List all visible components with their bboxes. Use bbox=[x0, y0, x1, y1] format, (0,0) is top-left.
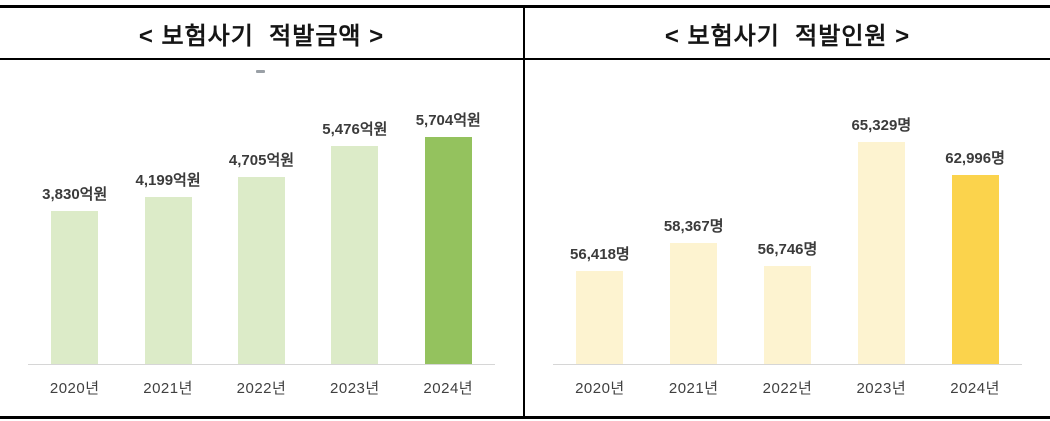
chart-title-amount: < 보험사기 적발금액 > bbox=[0, 8, 523, 60]
bar bbox=[51, 211, 99, 364]
bar bbox=[951, 175, 999, 364]
x-axis-label: 2022년 bbox=[762, 380, 813, 397]
legend-dash-icon bbox=[256, 70, 266, 73]
chart-fraud-amount: 3,830억원 4,199억원 4,705억원 5,476억원 5,704억원 2020… bbox=[0, 60, 523, 416]
bar-group: 5,476억원 bbox=[308, 118, 401, 364]
bar bbox=[237, 177, 285, 364]
chart-title-persons: < 보험사기 적발인원 > bbox=[525, 8, 1050, 60]
bar bbox=[670, 243, 718, 364]
bar-value-label: 58,367명 bbox=[663, 218, 724, 235]
bar bbox=[331, 146, 379, 364]
plot-area-persons: 56,418명 58,367명 56,746명 65,329명 62,996명 bbox=[553, 92, 1022, 365]
bar-group: 3,830억원 bbox=[28, 183, 121, 364]
x-axis-amount: 2020년 2021년 2022년 2023년 2024년 bbox=[28, 365, 495, 398]
bar bbox=[576, 271, 624, 364]
bar bbox=[424, 137, 472, 364]
bar-value-label: 5,476억원 bbox=[322, 121, 388, 138]
x-axis-persons: 2020년 2021년 2022년 2023년 2024년 bbox=[553, 365, 1022, 398]
x-axis-label: 2021년 bbox=[143, 380, 193, 397]
x-axis-label: 2021년 bbox=[668, 380, 719, 397]
bar-group: 4,705억원 bbox=[215, 149, 308, 364]
bar-value-label: 4,705억원 bbox=[228, 152, 295, 169]
bar-value-label: 62,996명 bbox=[945, 150, 1005, 167]
x-axis-label: 2022년 bbox=[236, 380, 287, 397]
x-axis-label: 2020년 bbox=[49, 380, 100, 397]
panel-fraud-persons: < 보험사기 적발인원 > 56,418명 58,367명 56,746명 65,32… bbox=[525, 8, 1050, 416]
bar-value-label: 56,746명 bbox=[757, 241, 818, 258]
bar bbox=[763, 266, 811, 364]
bar bbox=[144, 197, 192, 364]
x-axis-label: 2020년 bbox=[575, 380, 625, 397]
bar-value-label: 3,830억원 bbox=[42, 186, 108, 203]
bar-value-label: 56,418명 bbox=[570, 246, 630, 263]
x-axis-label: 2024년 bbox=[950, 380, 1000, 397]
bar-group: 5,704억원 bbox=[402, 109, 495, 364]
bar bbox=[857, 142, 905, 364]
bar-group: 56,746명 bbox=[741, 238, 835, 364]
bar-value-label: 4,199억원 bbox=[135, 172, 201, 189]
chart-fraud-persons: 56,418명 58,367명 56,746명 65,329명 62,996명 2020… bbox=[525, 60, 1050, 416]
bar-group: 62,996명 bbox=[928, 147, 1022, 364]
panel-fraud-amount: < 보험사기 적발금액 > 3,830억원 4,199억원 4,705억원 5,476… bbox=[0, 8, 525, 416]
bar-value-label: 5,704억원 bbox=[415, 112, 481, 129]
x-axis-label: 2023년 bbox=[856, 380, 907, 397]
x-axis-label: 2023년 bbox=[330, 380, 380, 397]
bar-group: 56,418명 bbox=[553, 243, 647, 364]
plot-area-amount: 3,830억원 4,199억원 4,705억원 5,476억원 5,704억원 bbox=[28, 92, 495, 365]
bar-value-label: 65,329명 bbox=[851, 117, 912, 134]
bar-group: 58,367명 bbox=[647, 215, 741, 364]
bar-group: 4,199억원 bbox=[121, 169, 214, 364]
stats-board: < 보험사기 적발금액 > 3,830억원 4,199억원 4,705억원 5,476… bbox=[0, 5, 1050, 419]
x-axis-label: 2024년 bbox=[423, 380, 474, 397]
bar-group: 65,329명 bbox=[834, 114, 928, 364]
